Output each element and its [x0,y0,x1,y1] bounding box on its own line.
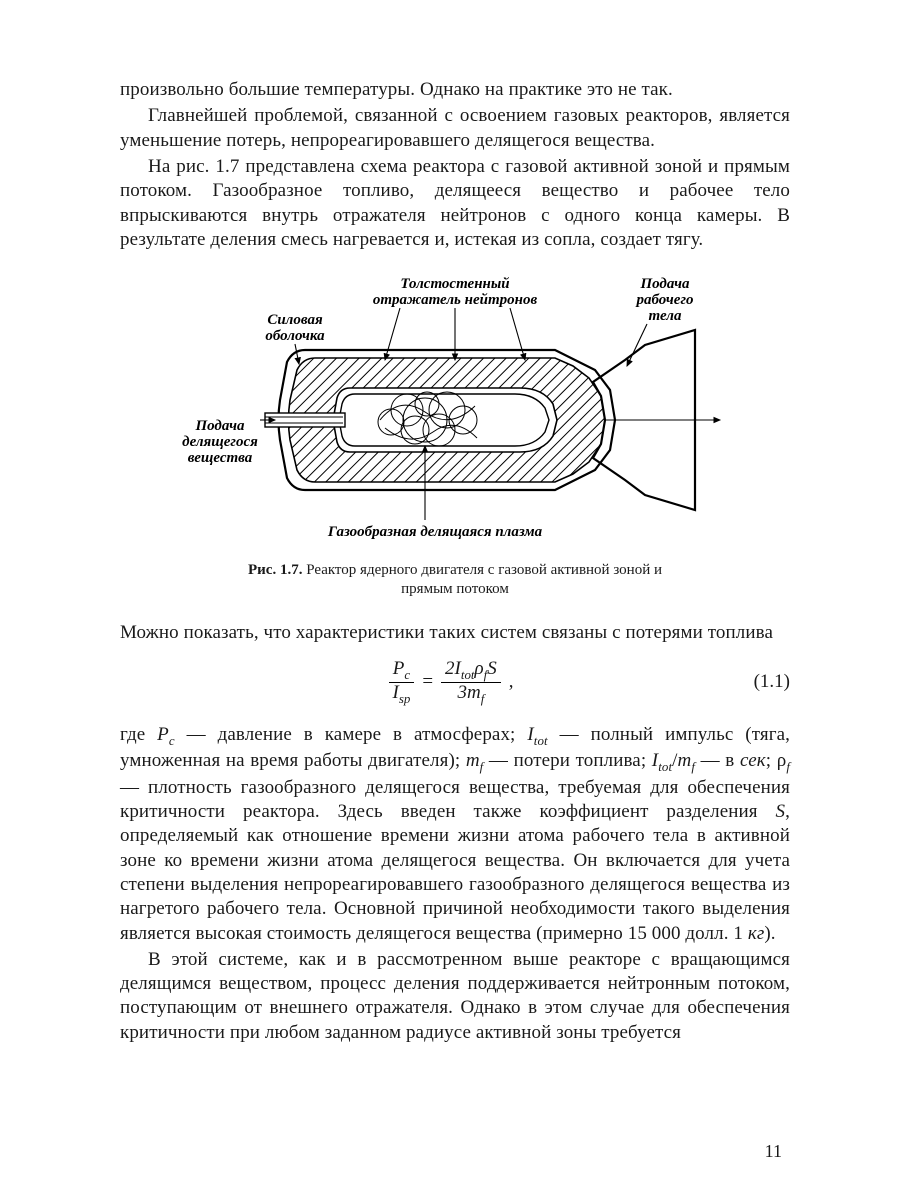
eq-lhs: Pc Isp [389,659,415,705]
label-propellant-3: тела [649,308,682,324]
equation-1-1: Pc Isp = 2ItotρfS 3mf , (1.1) [120,655,790,709]
eq-comma: , [501,671,522,693]
label-shell-1: Силовая [267,312,323,328]
eq-rhs: 2ItotρfS 3mf [441,659,501,705]
page-number: 11 [765,1141,782,1162]
figure-caption: Рис. 1.7. Реактор ядерного двигателя с г… [235,561,675,599]
paragraph-p5: где Pc — давление в камере в атмосферах;… [120,723,790,946]
figure-1-7: Толстостенный отражатель нейтронов Подач… [175,270,735,555]
label-fissile-1: Подача [194,418,245,434]
label-propellant-2: рабочего [635,292,694,308]
label-plasma: Газообразная делящаяся плазма [327,524,543,540]
fissile-inlet [265,413,345,427]
paragraph: Главнейшей проблемой, связанной с освоен… [120,104,790,153]
label-propellant-1: Подача [639,276,690,292]
paragraph: произвольно большие температуры. Однако … [120,78,790,102]
label-reflector-2: отражатель нейтронов [373,292,538,308]
leader-shell [295,344,299,364]
label-fissile-2: делящегося [182,434,258,450]
equation-number: (1.1) [754,671,790,693]
label-fissile-3: вещества [188,450,253,466]
leader-reflector-c [510,308,525,360]
reactor-diagram-svg: Толстостенный отражатель нейтронов Подач… [175,270,735,550]
paragraph: Можно показать, что характеристики таких… [120,621,790,645]
paragraph: На рис. 1.7 представлена схема реактора … [120,155,790,252]
paragraph: В этой системе, как и в рассмотренном вы… [120,948,790,1045]
leader-reflector-a [385,308,400,360]
figure-caption-bold: Рис. 1.7. [248,562,302,578]
label-reflector-1: Толстостенный [400,276,509,292]
eq-equals: = [414,671,441,693]
label-shell-2: оболочка [265,328,325,344]
figure-caption-text: Реактор ядерного двигателя с газовой акт… [302,562,662,597]
